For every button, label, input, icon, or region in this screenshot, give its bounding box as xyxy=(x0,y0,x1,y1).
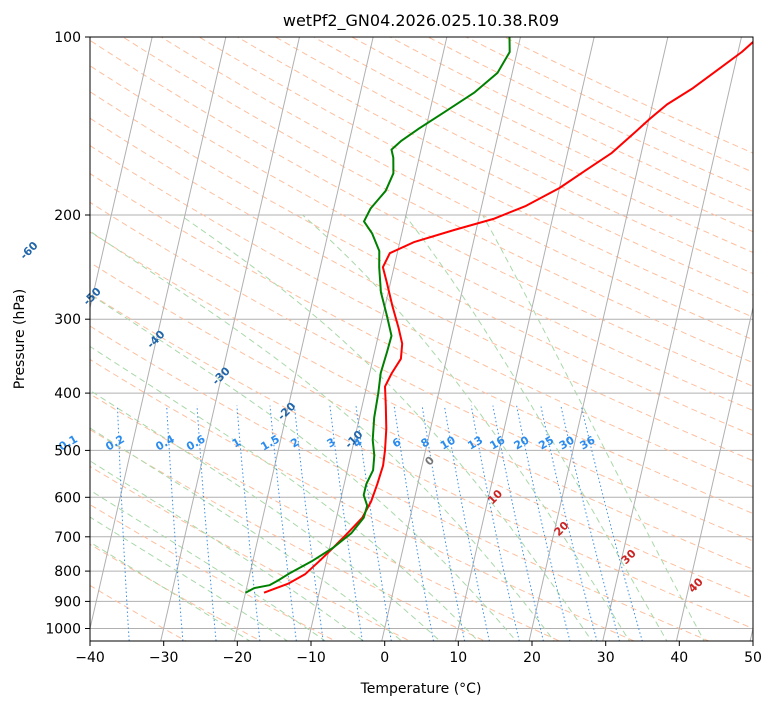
isotherms xyxy=(0,24,753,653)
moist-adiabat xyxy=(179,214,593,641)
mixing-ratio-line xyxy=(443,405,490,641)
dry-adiabat xyxy=(160,37,753,341)
isotherm xyxy=(602,37,742,641)
isotherm xyxy=(381,37,521,641)
isotherm xyxy=(90,37,227,631)
y-tick-label: 100 xyxy=(54,30,81,46)
isotherm xyxy=(675,305,753,641)
mixing-ratio-line xyxy=(540,405,598,641)
y-tick-label: 1000 xyxy=(45,622,81,638)
y-tick-label: 300 xyxy=(54,312,81,328)
dry-adiabat xyxy=(90,145,753,488)
moist-adiabat xyxy=(482,214,705,641)
y-tick-label: 800 xyxy=(54,564,81,580)
mixing-ratio-line xyxy=(421,405,466,641)
dry-adiabat xyxy=(90,39,753,387)
x-tick-label: −20 xyxy=(223,650,253,666)
dry-adiabat xyxy=(236,37,753,296)
sounding-series xyxy=(245,37,753,594)
temperature-line xyxy=(263,40,753,594)
x-axis-label: Temperature (°C) xyxy=(360,681,482,697)
isotherm xyxy=(307,37,448,641)
mixing-ratio-line xyxy=(492,405,544,641)
moist-adiabat xyxy=(90,345,479,641)
mixing-ratio-line xyxy=(516,405,571,641)
x-tick-label: 20 xyxy=(523,650,541,666)
moist-adiabats xyxy=(90,214,705,641)
mixing-ratio-line xyxy=(293,405,324,641)
dry-adiabat xyxy=(90,293,753,630)
dry-adiabat xyxy=(90,504,337,641)
plot-frame xyxy=(89,36,754,642)
moist-adiabat xyxy=(404,214,668,641)
moist-adiabat xyxy=(302,214,631,641)
x-tick-label: 40 xyxy=(670,650,688,666)
x-tick-label: 10 xyxy=(449,650,467,666)
isotherm xyxy=(528,37,669,641)
x-tick-label: −30 xyxy=(149,650,179,666)
moist-adiabat xyxy=(90,541,251,641)
moist-adiabat xyxy=(90,516,289,641)
x-tick-label: −10 xyxy=(296,650,326,666)
y-tick-label: 900 xyxy=(54,594,81,610)
y-axis-label: Pressure (hPa) xyxy=(12,289,28,389)
isotherm xyxy=(233,37,374,641)
mixing-ratio-line xyxy=(236,405,261,641)
dry-adiabat xyxy=(90,358,636,641)
mixing-ratio-line xyxy=(560,405,621,641)
x-tick-label: 30 xyxy=(597,650,615,666)
pressure-gridlines xyxy=(90,37,753,629)
dry-adiabat xyxy=(90,201,753,542)
y-tick-label: 200 xyxy=(54,208,81,224)
x-tick-label: −40 xyxy=(75,650,105,666)
isotherm xyxy=(90,37,153,310)
mixing-ratio-line xyxy=(329,405,363,641)
y-axis-ticks: 1000 900 800 700 600 500 400 300 200 100 xyxy=(45,30,90,638)
mixing-ratio-line xyxy=(470,405,520,641)
dewpoint-line xyxy=(245,37,511,594)
x-tick-label: 50 xyxy=(744,650,762,666)
moist-adiabat xyxy=(90,230,555,641)
dry-adiabat xyxy=(90,65,753,412)
dry-adiabat xyxy=(90,393,561,641)
isotherm xyxy=(0,24,8,653)
mixing-ratio-line xyxy=(393,405,435,641)
chart-title: wetPf2_GN04.2026.025.10.38.R09 xyxy=(283,11,559,31)
mixing-ratio-line xyxy=(580,405,643,641)
isotherm-label: -60 xyxy=(17,239,40,262)
dry-adiabat xyxy=(90,117,753,462)
y-tick-label: 600 xyxy=(54,490,81,506)
x-axis-ticks: −40 −30 −20 −10 0 10 20 30 40 50 xyxy=(75,641,762,666)
y-tick-label: 700 xyxy=(54,530,81,546)
y-tick-label: 500 xyxy=(54,443,81,459)
isotherm xyxy=(160,37,300,641)
mixing-ratio-line xyxy=(355,405,392,641)
isotherm xyxy=(454,37,595,641)
x-tick-label: 0 xyxy=(380,650,389,666)
y-tick-label: 400 xyxy=(54,386,81,402)
moist-adiabat xyxy=(90,389,441,641)
mixing-ratio-lines xyxy=(117,405,643,641)
mixing-ratio-line xyxy=(269,405,297,641)
moist-adiabat xyxy=(90,460,365,641)
dry-adiabat xyxy=(90,173,753,515)
dry-adiabat xyxy=(90,465,412,641)
